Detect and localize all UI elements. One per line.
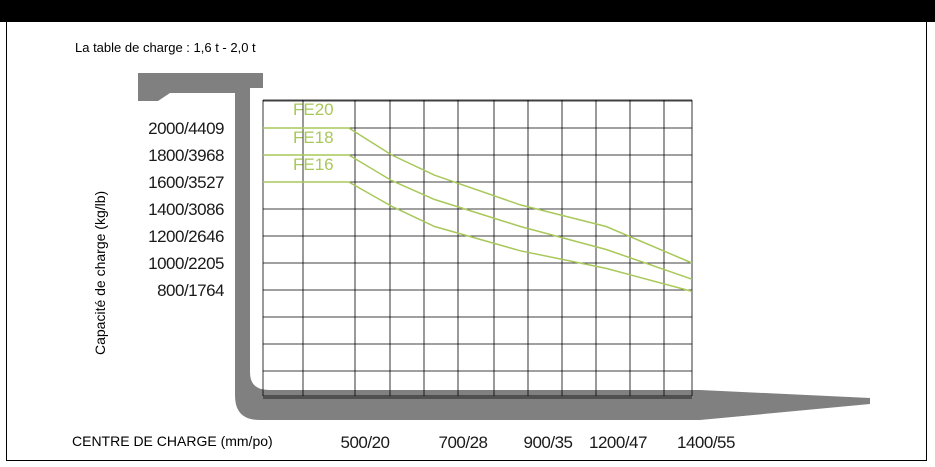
x-tick-label: 1400/55 [677, 433, 735, 452]
chart-grid [262, 99, 693, 399]
series-line-fe18 [263, 154, 693, 280]
x-tick-label: 900/35 [524, 433, 573, 452]
x-tick-label: 700/28 [439, 433, 488, 452]
y-tick-label: 2000/4409 [148, 119, 224, 138]
series-label-fe20: FE20 [293, 100, 334, 119]
x-axis-label: CENTRE DE CHARGE (mm/po) [72, 433, 273, 449]
x-axis-ticks: 500/20 700/28 900/35 1200/47 1400/55 [341, 433, 736, 452]
y-tick-label: 800/1764 [157, 281, 224, 300]
chart-series: FE20 FE18 FE16 [263, 100, 693, 293]
x-tick-label: 500/20 [341, 433, 390, 452]
y-tick-label: 1800/3968 [148, 146, 224, 165]
y-axis-ticks: 2000/4409 1800/3968 1600/3527 1400/3086 1200… [148, 119, 224, 300]
series-line-fe16 [263, 181, 693, 293]
series-label-fe18: FE18 [293, 128, 334, 147]
chart-title: La table de charge : 1,6 t - 2,0 t [75, 40, 256, 55]
chart-frame [6, 22, 927, 461]
y-tick-label: 1200/2646 [148, 227, 224, 246]
y-axis-label: Capacité de charge (kg/lb) [92, 191, 108, 355]
y-tick-label: 1400/3086 [148, 200, 224, 219]
y-tick-label: 1000/2205 [148, 254, 224, 273]
y-tick-label: 1600/3527 [148, 173, 224, 192]
top-bar [0, 0, 935, 22]
x-tick-label: 1200/47 [589, 433, 647, 452]
series-line-fe20 [263, 127, 693, 264]
series-label-fe16: FE16 [293, 155, 334, 174]
